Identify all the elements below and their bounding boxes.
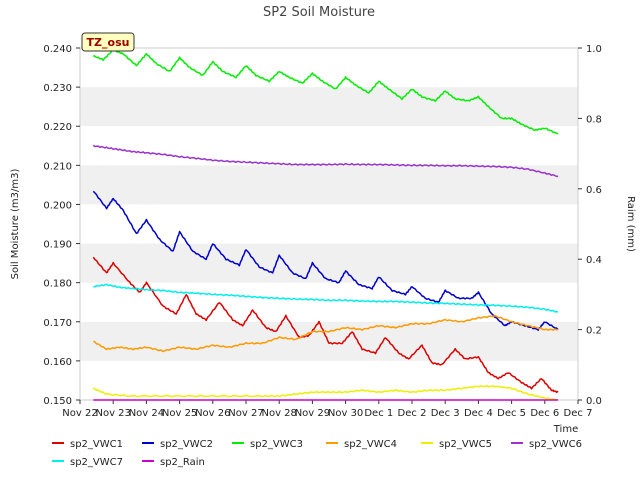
x-tick-label: Dec 6 xyxy=(530,408,559,419)
y2-axis-ticks: 0.0 0.2 0.4 0.6 0.8 1.0 xyxy=(578,44,602,407)
y-tick-label: 0.170 xyxy=(43,318,72,329)
x-tick-label: Dec 5 xyxy=(497,408,526,419)
x-axis-label: Time xyxy=(553,424,578,435)
grid-band xyxy=(80,243,578,283)
x-tick-label: Dec 2 xyxy=(398,408,427,419)
legend-label: sp2_VWC6 xyxy=(529,439,582,450)
x-tick-label: Nov 29 xyxy=(295,408,330,419)
series-line-sp2_VWC5 xyxy=(92,384,559,401)
chart-title: SP2 Soil Moisture xyxy=(263,5,375,20)
series-line-sp2_VWC1 xyxy=(92,256,559,394)
legend-label: sp2_Rain xyxy=(160,457,205,468)
series-line-sp2_VWC7 xyxy=(93,283,559,313)
x-tick-label: Nov 30 xyxy=(328,408,363,419)
x-tick-label: Nov 27 xyxy=(228,408,263,419)
y2-tick-label: 0.6 xyxy=(586,185,602,196)
y2-tick-label: 1.0 xyxy=(586,44,602,55)
y2-tick-label: 0.8 xyxy=(586,114,602,125)
series-line-sp2_VWC2 xyxy=(92,190,559,331)
y2-tick-label: 0.0 xyxy=(586,396,602,407)
x-tick-label: Dec 4 xyxy=(464,408,493,419)
y2-tick-label: 0.4 xyxy=(586,255,602,266)
y-tick-label: 0.220 xyxy=(43,122,72,133)
y-tick-label: 0.200 xyxy=(43,200,72,211)
y-tick-label: 0.240 xyxy=(43,44,72,55)
grid-band xyxy=(80,321,578,361)
station-badge-label: TZ_osu xyxy=(87,36,130,49)
x-tick-label: Nov 28 xyxy=(261,408,296,419)
x-tick-label: Nov 22 xyxy=(62,408,97,419)
y-tick-label: 0.230 xyxy=(43,83,72,94)
y-tick-label: 0.160 xyxy=(43,357,72,368)
x-tick-label: Dec 3 xyxy=(431,408,460,419)
y-axis-ticks: 0.150 0.160 0.170 0.180 0.190 0.200 0.210 0.220… xyxy=(43,44,80,407)
y-tick-label: 0.180 xyxy=(43,279,72,290)
series-line-sp2_VWC6 xyxy=(92,144,559,178)
station-badge-box xyxy=(81,32,135,52)
series-line-sp2_VWC3 xyxy=(92,49,559,135)
x-tick-label: Dec 7 xyxy=(564,408,593,419)
legend-label: sp2_VWC5 xyxy=(439,439,492,450)
legend-label: sp2_VWC7 xyxy=(70,457,123,468)
y-axis-label: Soil Moisture (m3/m3) xyxy=(10,169,21,280)
grid-band xyxy=(80,87,578,127)
legend-label: sp2_VWC1 xyxy=(70,439,123,450)
legend: sp2_VWC1 sp2_VWC2 sp2_VWC3 sp2_VWC4 sp2_VWC5… xyxy=(52,439,582,468)
legend-label: sp2_VWC3 xyxy=(250,439,303,450)
station-badge: TZ_osu xyxy=(81,32,135,52)
x-tick-label: Dec 1 xyxy=(364,408,393,419)
y-tick-label: 0.150 xyxy=(43,396,72,407)
y-tick-label: 0.190 xyxy=(43,240,72,251)
x-tick-label: Nov 23 xyxy=(95,408,130,419)
y2-tick-label: 0.2 xyxy=(586,326,602,337)
series-line-sp2_VWC4 xyxy=(93,314,559,353)
legend-label: sp2_VWC4 xyxy=(344,439,397,450)
grid-bands xyxy=(80,87,578,361)
grid-band xyxy=(80,165,578,205)
series-lines xyxy=(92,49,559,401)
x-tick-label: Nov 24 xyxy=(129,408,164,419)
y-tick-label: 0.210 xyxy=(43,161,72,172)
x-tick-label: Nov 25 xyxy=(162,408,197,419)
x-tick-label: Nov 26 xyxy=(195,408,230,419)
legend-label: sp2_VWC2 xyxy=(160,439,213,450)
y2-axis-label: Raim (mm) xyxy=(625,196,636,252)
